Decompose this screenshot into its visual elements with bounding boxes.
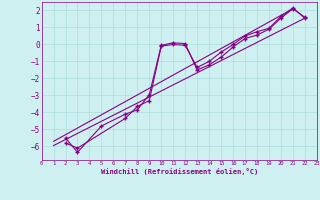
X-axis label: Windchill (Refroidissement éolien,°C): Windchill (Refroidissement éolien,°C) [100,168,258,175]
